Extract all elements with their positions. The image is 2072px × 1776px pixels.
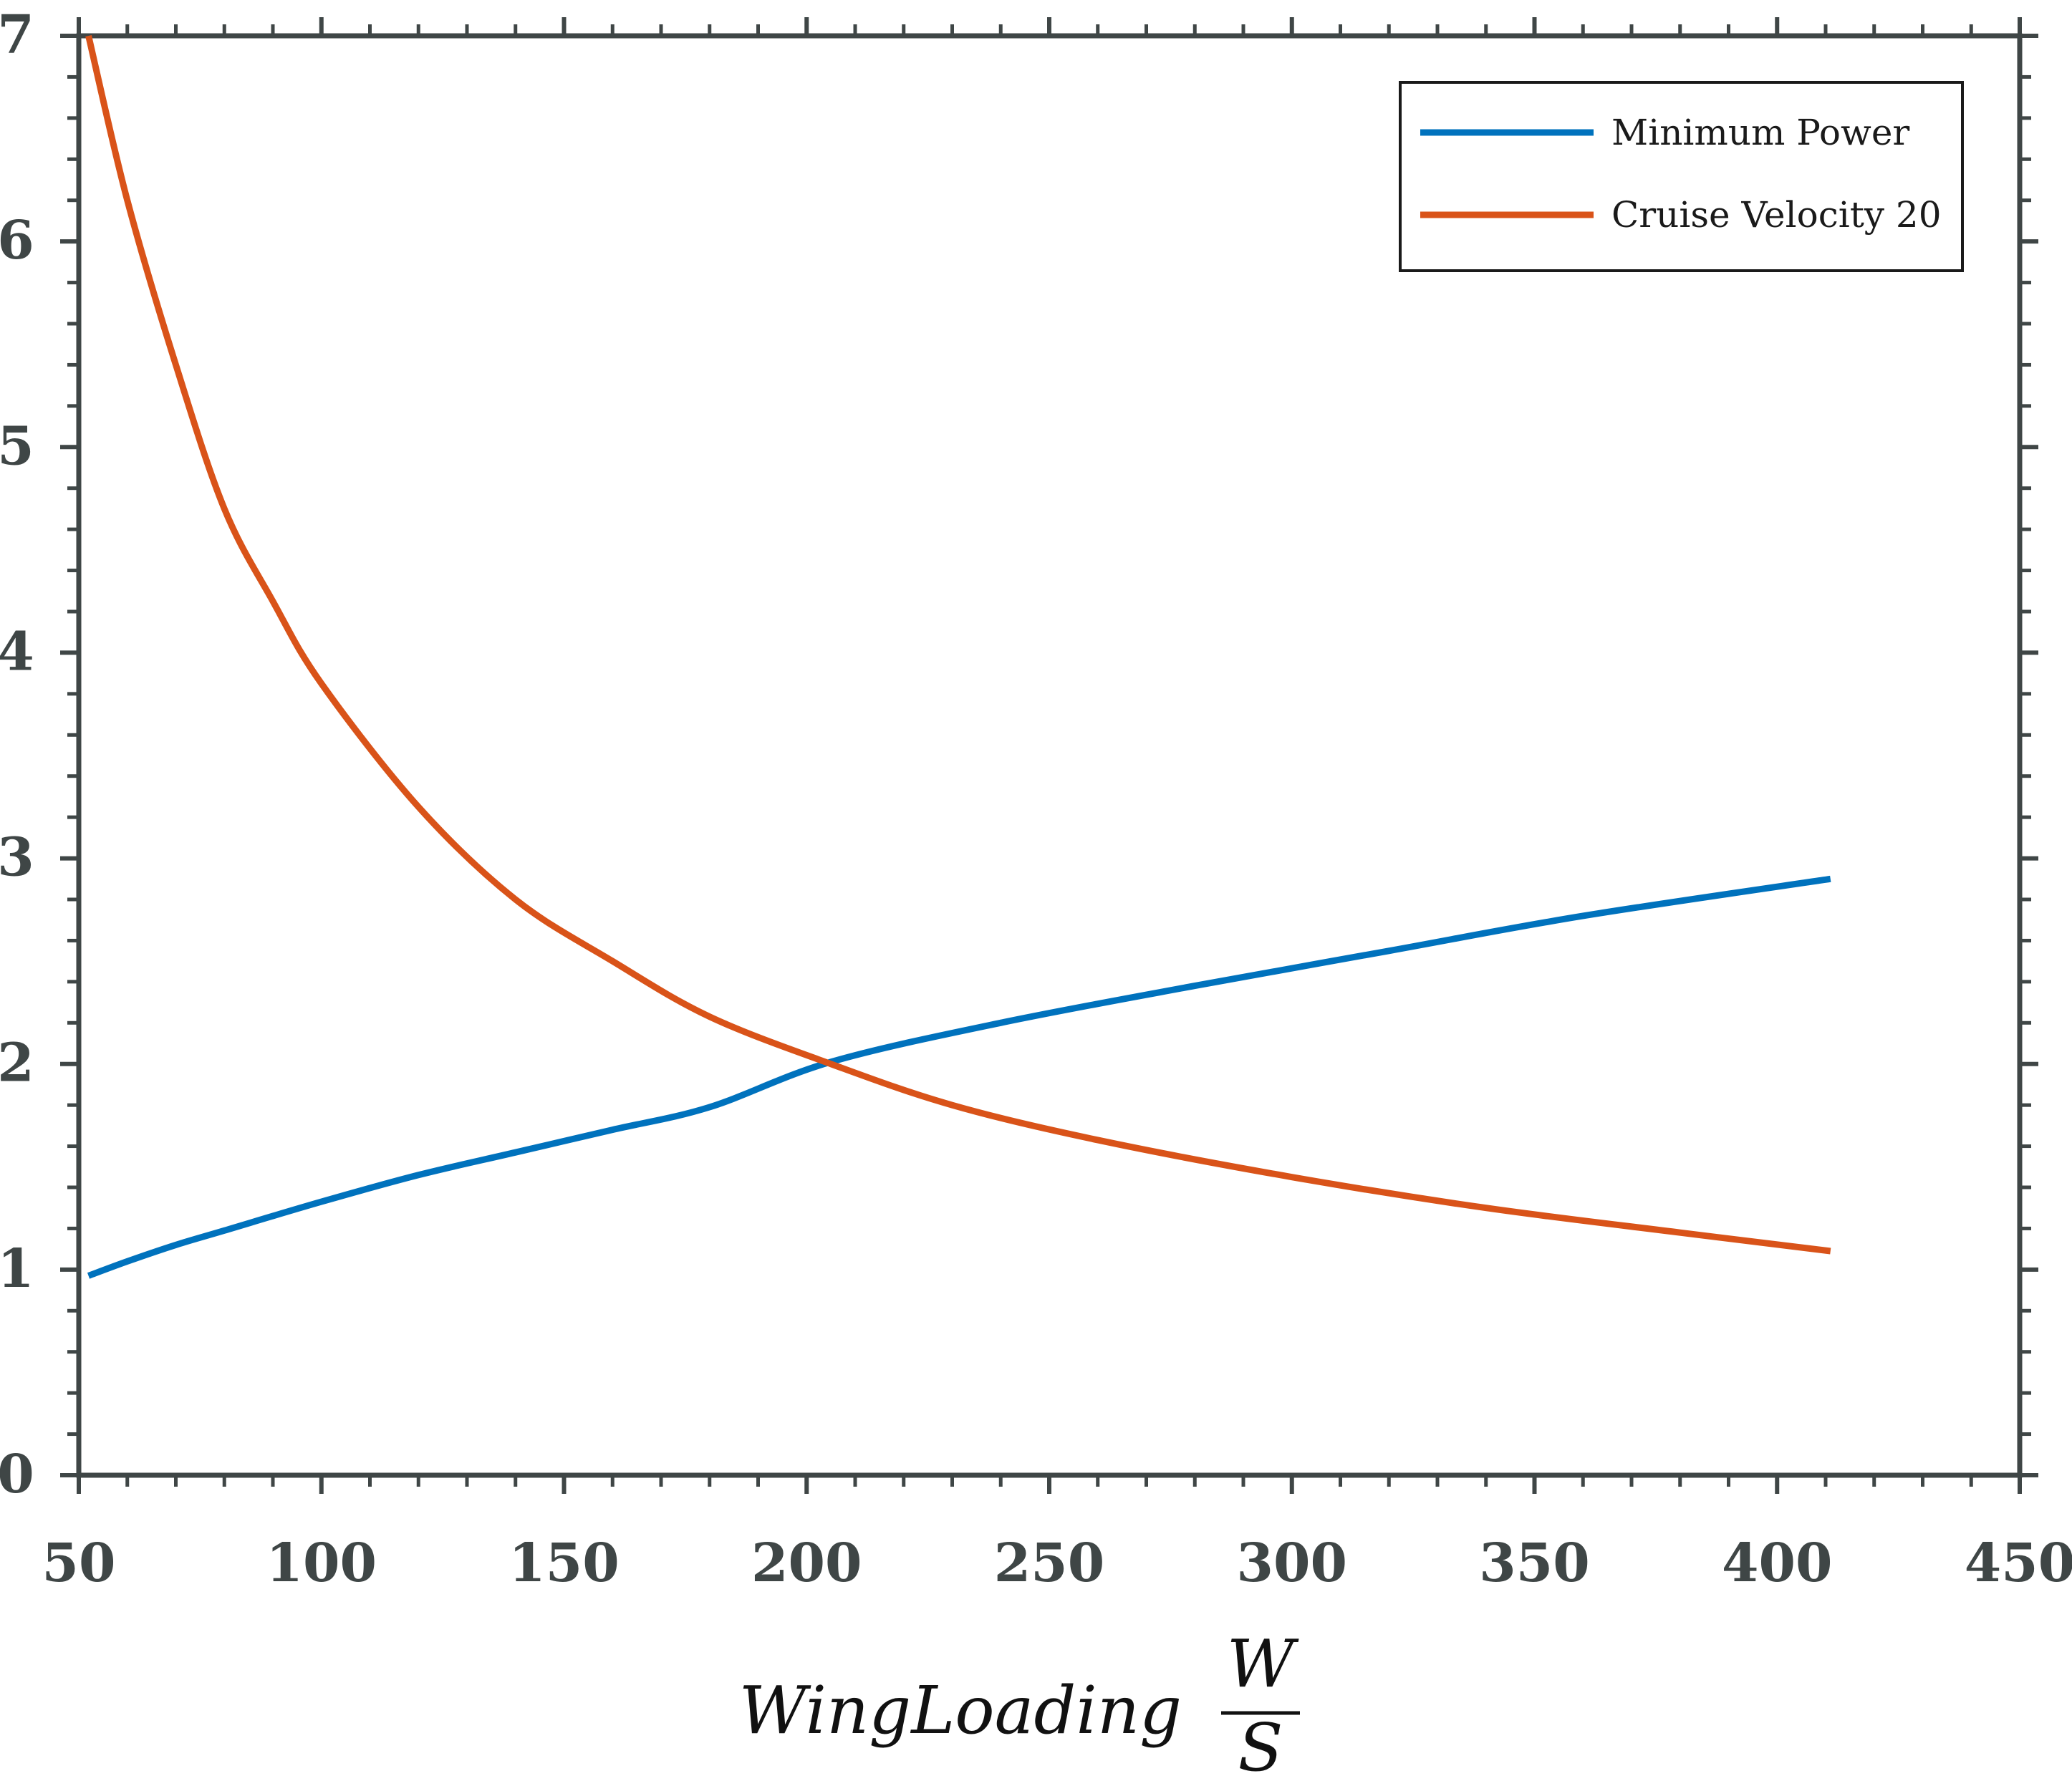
y-tick-label: 7 — [0, 4, 34, 66]
x-tick-label: 150 — [509, 1533, 619, 1594]
series-line-2 — [85, 34, 1831, 1255]
series-line-1 — [87, 875, 1831, 1279]
x-axis-label-main: WingLoading — [739, 1672, 1182, 1749]
x-tick-label: 400 — [1722, 1533, 1832, 1594]
x-tick-label: 50 — [42, 1533, 116, 1594]
x-tick-label: 100 — [266, 1533, 377, 1594]
legend-label-2: Cruise Velocity 20 — [1611, 194, 1942, 236]
x-axis-label-numerator: W — [1227, 1626, 1299, 1702]
x-axis-label-denominator: S — [1238, 1709, 1283, 1776]
x-tick-label: 300 — [1237, 1533, 1347, 1594]
series-layer — [85, 34, 1831, 1279]
y-tick-label: 3 — [0, 827, 34, 889]
legend-label-1: Minimum Power — [1611, 112, 1909, 153]
x-tick-label: 450 — [1965, 1533, 2072, 1594]
legend-box — [1399, 81, 1964, 272]
y-tick-label: 1 — [0, 1238, 34, 1300]
x-axis-label: WingLoading W S — [739, 1626, 1300, 1776]
x-tick-label: 200 — [751, 1533, 862, 1594]
x-axis: 50 100 150 200 250 300 350 400 450 — [42, 17, 2072, 1594]
x-tick-label: 350 — [1479, 1533, 1589, 1594]
y-tick-label: 6 — [0, 210, 34, 271]
y-tick-label: 5 — [0, 415, 34, 477]
y-tick-label: 4 — [0, 621, 34, 682]
y-axis: 0 1 2 3 4 5 6 7 — [0, 4, 2038, 1505]
x-tick-label: 250 — [994, 1533, 1104, 1594]
legend: Minimum Power Cruise Velocity 20 — [1399, 81, 1964, 272]
y-tick-label: 2 — [0, 1033, 34, 1094]
y-tick-label: 0 — [0, 1444, 34, 1505]
